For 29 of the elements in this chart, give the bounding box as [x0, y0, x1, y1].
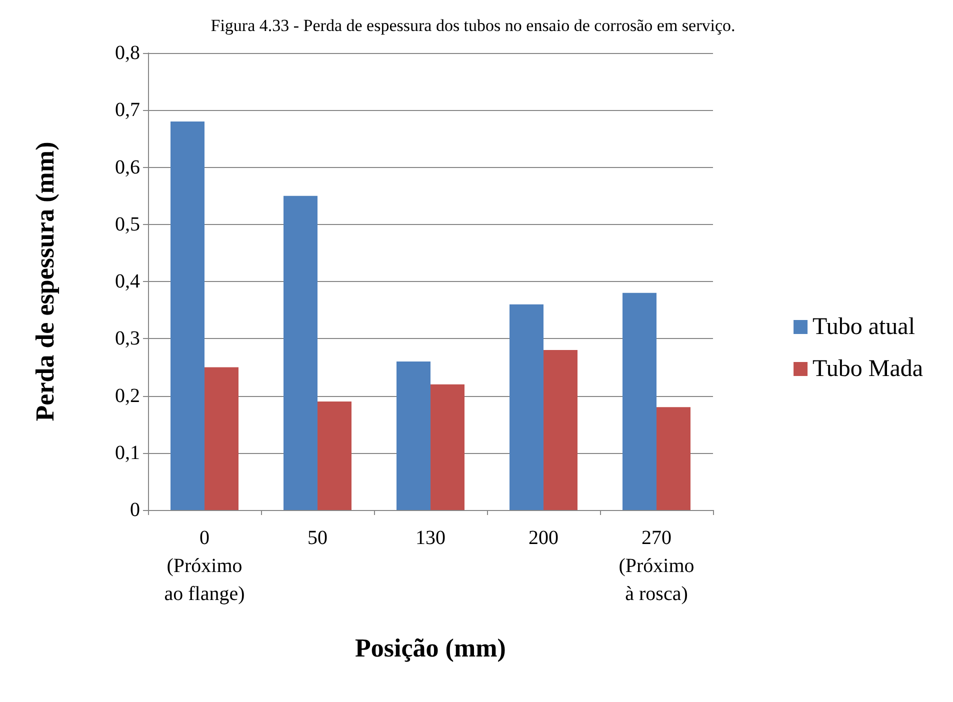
y-tick-label: 0,1 [115, 442, 140, 464]
y-tick-label: 0,3 [115, 328, 140, 350]
bar [318, 401, 352, 510]
x-tick-label: 50 [308, 527, 328, 549]
bar [430, 384, 464, 510]
y-tick-label: 0,2 [115, 384, 140, 407]
y-tick-label: 0,7 [115, 99, 140, 122]
x-tick-label: 270 (Próximo à rosca) [618, 527, 694, 605]
bar [204, 367, 238, 510]
bar [170, 122, 204, 510]
y-tick-label: 0 [130, 499, 140, 521]
legend-label: Tubo atual [812, 314, 916, 340]
bar [284, 196, 318, 510]
x-tick-label: 200 [528, 527, 558, 549]
legend-label: Tubo Mada [812, 356, 924, 382]
x-tick-label: 0 (Próximo ao flange) [164, 527, 245, 605]
y-tick-label: 0,5 [115, 213, 140, 236]
y-tick-label: 0,4 [115, 270, 140, 292]
bar [544, 350, 578, 510]
bar [622, 292, 656, 510]
y-axis-title: Perda de espessura (mm) [30, 142, 60, 422]
bar [396, 361, 430, 510]
y-tick-label: 0,6 [115, 156, 140, 178]
x-tick-label: 130 [416, 527, 446, 549]
bar [510, 304, 544, 510]
x-axis-title: Posição (mm) [355, 634, 506, 662]
y-tick-label: 0,8 [115, 42, 140, 64]
bar [656, 407, 690, 510]
chart-title: Figura 4.33 - Perda de espessura dos tubos no ensaio de corrosão em serviço. [210, 16, 736, 35]
